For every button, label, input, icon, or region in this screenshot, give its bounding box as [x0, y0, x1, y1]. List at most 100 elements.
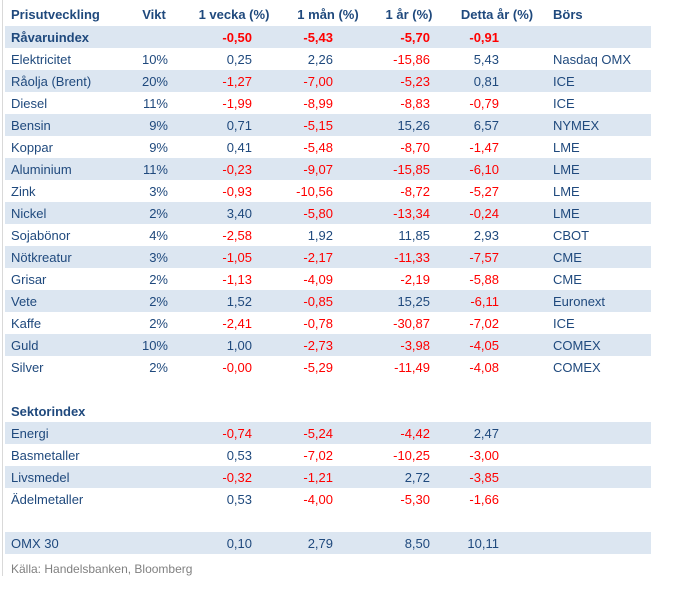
exchange-cell: ICE: [553, 315, 575, 331]
table-row: Energi -0,74 -5,24 -4,42 2,47: [5, 422, 651, 444]
weight-cell: [130, 488, 178, 510]
weight-cell: [130, 378, 178, 400]
month-value-cell: -1,21: [290, 466, 366, 488]
row-label: Energi: [5, 422, 130, 444]
year-value-cell: -2,19: [400, 271, 430, 287]
weight-cell: [130, 400, 178, 422]
year-value-cell: -8,70: [400, 139, 430, 155]
year-value-cell: -8,72: [400, 183, 430, 199]
month-value-cell: -5,15: [290, 114, 366, 136]
weight-cell: 2%: [149, 359, 168, 375]
ytd-value-cell: -3,00: [469, 447, 499, 463]
year-value-cell: -13,34: [366, 202, 452, 224]
exchange-cell: ICE: [553, 95, 575, 111]
year-value-cell: -10,25: [393, 447, 430, 463]
row-label: Grisar: [11, 271, 47, 287]
month-value-cell: -0,85: [290, 290, 366, 312]
week-value-cell: -0,50: [178, 26, 290, 48]
year-value-cell: -15,86: [393, 51, 430, 67]
weight-cell: 9%: [149, 139, 168, 155]
year-value-cell: -5,23: [366, 70, 452, 92]
exchange-cell: [542, 488, 651, 510]
exchange-cell: NYMEX: [542, 114, 651, 136]
month-value-cell: -2,17: [290, 246, 366, 268]
exchange-cell: LME: [553, 183, 580, 199]
table-row: Aluminium 11% -0,23 -9,07 -15,85 -6,10 LME: [5, 158, 651, 180]
week-value-cell: -0,23: [178, 158, 290, 180]
week-value-cell: 3,40: [178, 202, 290, 224]
row-label: Aluminium: [5, 158, 130, 180]
table-row: Sektorindex: [5, 400, 651, 422]
exchange-cell: [542, 444, 651, 466]
row-label: OMX 30: [5, 532, 130, 554]
week-value-cell: -1,05: [178, 246, 290, 268]
table-row: Råolja (Brent) 20% -1,27 -7,00 -5,23 0,81 ICE: [5, 70, 651, 92]
ytd-value-cell: -6,10: [452, 158, 542, 180]
exchange-cell: ICE: [542, 70, 651, 92]
row-label: Ädelmetaller: [11, 491, 84, 507]
year-value-cell: 2,72: [366, 466, 452, 488]
ytd-value-cell: 2,93: [473, 227, 499, 243]
table-row: OMX 30 0,10 2,79 8,50 10,11: [5, 532, 651, 554]
exchange-cell: [542, 422, 651, 444]
ytd-value-cell: 2,47: [452, 422, 542, 444]
row-label: Råvaruindex: [5, 26, 130, 48]
year-value-cell: -5,70: [366, 26, 452, 48]
week-value-cell: -0,74: [178, 422, 290, 444]
row-label: Livsmedel: [5, 466, 130, 488]
exchange-cell: Euronext: [542, 290, 651, 312]
month-value-cell: -5,43: [290, 26, 366, 48]
weight-cell: 2%: [130, 290, 178, 312]
week-value-cell: 0,25: [226, 51, 252, 67]
source-note: Källa: Handelsbanken, Bloomberg: [11, 562, 193, 576]
table-row: Kaffe 2% -2,41 -0,78 -30,87 -7,02 ICE: [5, 312, 651, 334]
column-header: Börs: [553, 7, 583, 22]
ytd-value-cell: -0,24: [452, 202, 542, 224]
table-row: Grisar 2% -1,13 -4,09 -2,19 -5,88 CME: [5, 268, 651, 290]
weight-cell: [130, 26, 178, 48]
row-label: Bensin: [5, 114, 130, 136]
row-label: Zink: [11, 183, 36, 199]
table-row: Guld 10% 1,00 -2,73 -3,98 -4,05 COMEX: [5, 334, 651, 356]
year-value-cell: 15,25: [366, 290, 452, 312]
table-row: Råvaruindex -0,50 -5,43 -5,70 -0,91: [5, 26, 651, 48]
exchange-cell: Nasdaq OMX: [553, 51, 632, 67]
weight-cell: 11%: [130, 158, 178, 180]
month-value-cell: -5,48: [303, 139, 333, 155]
table-row: Livsmedel -0,32 -1,21 2,72 -3,85: [5, 466, 651, 488]
week-value-cell: -2,58: [222, 227, 252, 243]
month-value-cell: 2,26: [307, 51, 333, 67]
weight-cell: 4%: [149, 227, 168, 243]
table-row: Sojabönor 4% -2,58 1,92 11,85 2,93 CBOT: [5, 224, 651, 246]
spacer-row: [5, 510, 651, 532]
row-label: Råolja (Brent): [5, 70, 130, 92]
month-value-cell: 2,79: [290, 532, 366, 554]
table-body: Råvaruindex -0,50 -5,43 -5,70 -0,91 Elektrici…: [5, 26, 651, 554]
row-label: Nickel: [5, 202, 130, 224]
row-label: Koppar: [11, 139, 53, 155]
year-value-cell: -15,85: [366, 158, 452, 180]
year-value-cell: -3,98: [366, 334, 452, 356]
table-row: Koppar 9% 0,41 -5,48 -8,70 -1,47 LME: [5, 136, 651, 158]
table-row: Elektricitet 10% 0,25 2,26 -15,86 5,43 Nasdaq …: [5, 48, 651, 70]
week-value-cell: 1,00: [178, 334, 290, 356]
ytd-value-cell: 6,57: [452, 114, 542, 136]
weight-cell: 3%: [149, 183, 168, 199]
month-value-cell: -8,99: [303, 95, 333, 111]
month-value-cell: -5,29: [303, 359, 333, 375]
table-row: Nickel 2% 3,40 -5,80 -13,34 -0,24 LME: [5, 202, 651, 224]
weight-cell: [130, 532, 178, 554]
weight-cell: 11%: [142, 95, 168, 111]
exchange-cell: CBOT: [553, 227, 590, 243]
weight-cell: 20%: [130, 70, 178, 92]
exchange-cell: CME: [542, 246, 651, 268]
table-row: Zink 3% -0,93 -10,56 -8,72 -5,27 LME: [5, 180, 651, 202]
year-value-cell: [366, 510, 452, 532]
weight-cell: 2%: [149, 271, 168, 287]
week-value-cell: -2,41: [222, 315, 252, 331]
ytd-value-cell: -3,85: [452, 466, 542, 488]
month-value-cell: -4,09: [303, 271, 333, 287]
row-label: [5, 510, 130, 532]
week-value-cell: 1,52: [178, 290, 290, 312]
ytd-value-cell: -5,88: [469, 271, 499, 287]
